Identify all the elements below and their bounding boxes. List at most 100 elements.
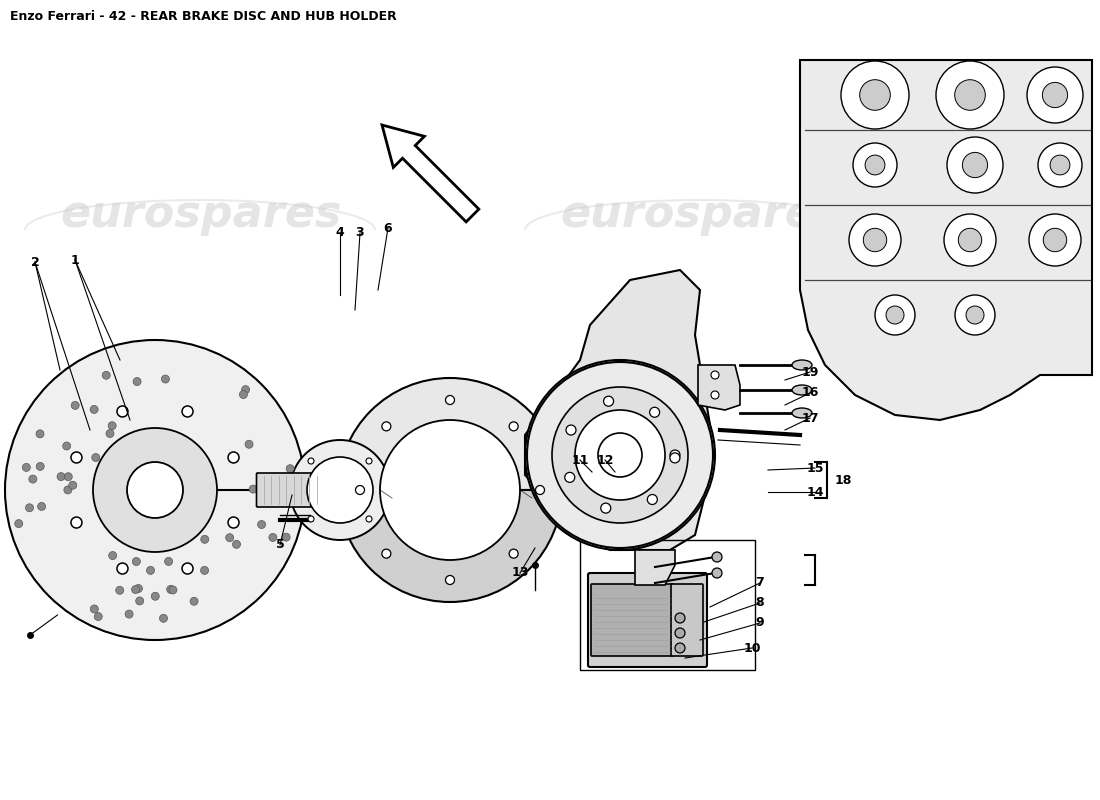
Circle shape: [647, 494, 658, 505]
Circle shape: [1027, 67, 1084, 123]
Circle shape: [852, 143, 896, 187]
Circle shape: [6, 340, 305, 640]
Circle shape: [108, 422, 117, 430]
Polygon shape: [525, 270, 715, 550]
Text: 10: 10: [744, 642, 761, 654]
Circle shape: [711, 371, 719, 379]
FancyBboxPatch shape: [588, 573, 707, 667]
Circle shape: [167, 586, 175, 594]
Circle shape: [650, 407, 660, 418]
Circle shape: [446, 575, 454, 585]
Circle shape: [72, 517, 82, 528]
Circle shape: [64, 473, 73, 481]
Circle shape: [37, 502, 45, 510]
Circle shape: [182, 406, 192, 417]
Text: 11: 11: [571, 454, 588, 466]
Circle shape: [604, 396, 614, 406]
FancyBboxPatch shape: [591, 584, 673, 656]
Circle shape: [242, 386, 250, 394]
Circle shape: [132, 558, 141, 566]
Circle shape: [182, 563, 192, 574]
Circle shape: [874, 295, 915, 335]
Circle shape: [90, 406, 98, 414]
Circle shape: [116, 586, 123, 594]
Circle shape: [1050, 155, 1070, 175]
Circle shape: [102, 371, 110, 379]
Circle shape: [69, 482, 77, 490]
Circle shape: [670, 450, 680, 460]
Text: 2: 2: [31, 255, 40, 269]
Circle shape: [536, 486, 544, 494]
Circle shape: [57, 473, 65, 481]
Circle shape: [947, 137, 1003, 193]
Circle shape: [675, 613, 685, 623]
Circle shape: [864, 228, 887, 252]
Circle shape: [712, 552, 722, 562]
Circle shape: [712, 568, 722, 578]
Polygon shape: [382, 125, 478, 222]
Circle shape: [382, 549, 390, 558]
Circle shape: [1043, 228, 1067, 252]
Text: eurospares: eurospares: [60, 194, 341, 237]
Circle shape: [564, 472, 575, 482]
Circle shape: [598, 433, 642, 477]
Circle shape: [63, 442, 70, 450]
Polygon shape: [698, 365, 740, 410]
Circle shape: [64, 486, 72, 494]
Text: 13: 13: [512, 566, 529, 579]
Circle shape: [14, 520, 23, 528]
Circle shape: [126, 462, 183, 518]
Circle shape: [366, 458, 372, 464]
Circle shape: [117, 406, 128, 417]
Circle shape: [22, 463, 31, 471]
Ellipse shape: [792, 360, 812, 370]
Circle shape: [290, 440, 390, 540]
Circle shape: [355, 486, 364, 494]
Circle shape: [169, 586, 177, 594]
Text: 18: 18: [835, 474, 852, 486]
Circle shape: [1038, 143, 1082, 187]
Circle shape: [308, 516, 314, 522]
Circle shape: [134, 585, 142, 593]
Circle shape: [575, 410, 666, 500]
Circle shape: [249, 485, 257, 493]
Text: 5: 5: [276, 538, 285, 551]
Circle shape: [601, 503, 610, 513]
Circle shape: [307, 457, 373, 523]
Text: 19: 19: [801, 366, 818, 378]
Circle shape: [36, 430, 44, 438]
Circle shape: [886, 306, 904, 324]
Circle shape: [944, 214, 996, 266]
FancyBboxPatch shape: [256, 473, 323, 507]
Circle shape: [94, 428, 217, 552]
Text: 6: 6: [384, 222, 393, 234]
Circle shape: [117, 563, 128, 574]
Circle shape: [675, 643, 685, 653]
Circle shape: [379, 420, 520, 560]
Circle shape: [286, 465, 294, 473]
Circle shape: [509, 549, 518, 558]
Circle shape: [160, 614, 167, 622]
Circle shape: [133, 378, 141, 386]
Circle shape: [72, 452, 82, 463]
Circle shape: [1043, 82, 1068, 108]
Text: 1: 1: [70, 254, 79, 266]
Circle shape: [125, 610, 133, 618]
Circle shape: [958, 228, 981, 252]
FancyBboxPatch shape: [671, 584, 703, 656]
Circle shape: [966, 306, 984, 324]
Circle shape: [670, 453, 680, 463]
Circle shape: [366, 516, 372, 522]
Text: 12: 12: [596, 454, 614, 466]
Ellipse shape: [792, 385, 812, 395]
Circle shape: [675, 628, 685, 638]
Wedge shape: [338, 490, 562, 602]
Circle shape: [232, 540, 241, 548]
Circle shape: [25, 504, 33, 512]
Circle shape: [90, 605, 98, 613]
Circle shape: [955, 80, 986, 110]
Text: eurospares: eurospares: [560, 194, 842, 237]
Circle shape: [525, 360, 715, 550]
Circle shape: [190, 598, 198, 606]
Circle shape: [91, 454, 100, 462]
